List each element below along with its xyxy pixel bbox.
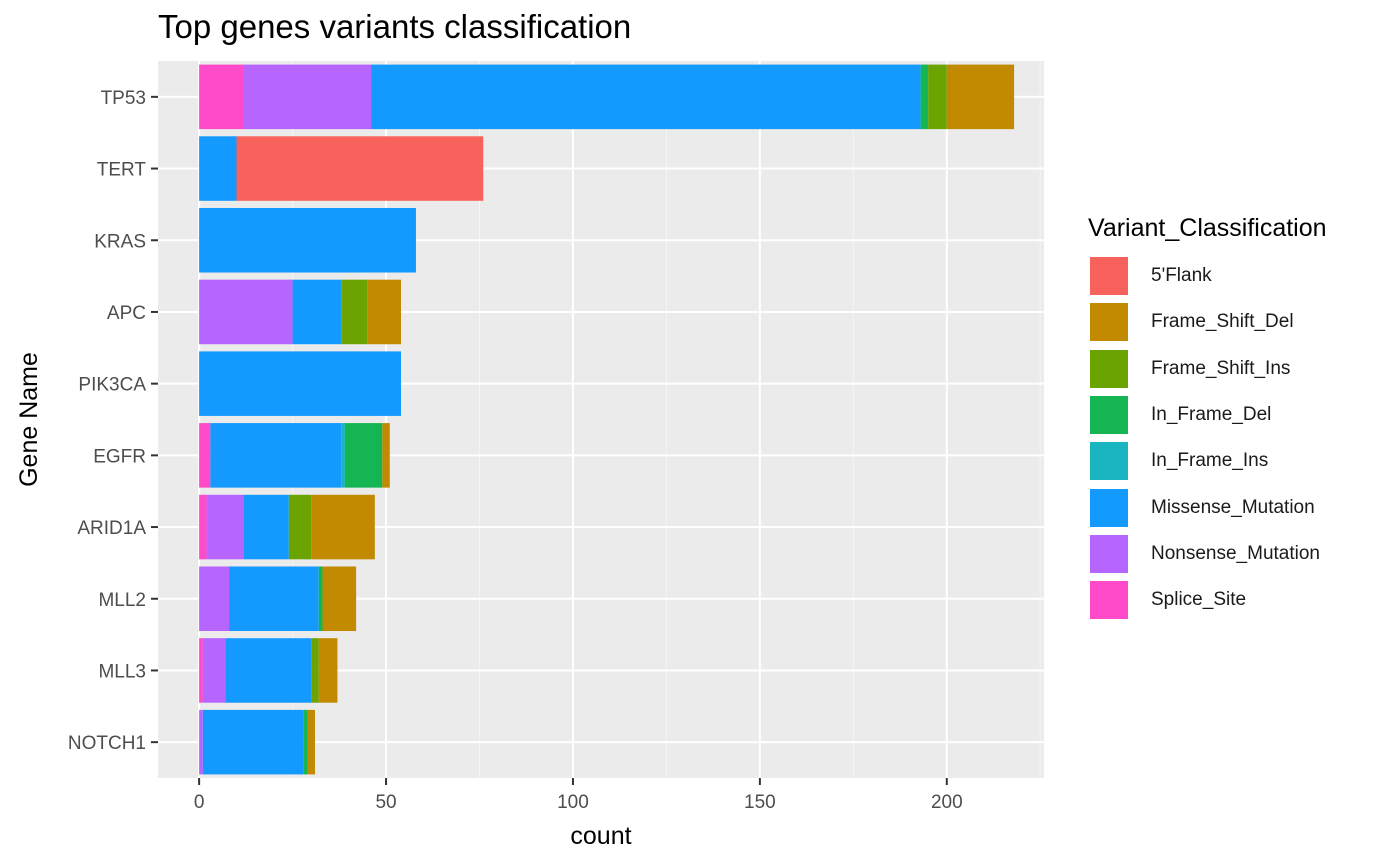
bar-layer bbox=[199, 64, 1015, 775]
legend-swatch bbox=[1090, 349, 1128, 388]
legend-swatch bbox=[1090, 488, 1128, 527]
x-tick-label: 0 bbox=[194, 792, 205, 813]
bar-mll3-nonsense-mutation bbox=[202, 638, 226, 703]
y-tick-label: PIK3CA bbox=[78, 375, 146, 396]
bar-arid1a-splice-site bbox=[199, 494, 207, 560]
legend-item: Nonsense_Mutation bbox=[1088, 531, 1327, 577]
bar-arid1a-nonsense-mutation bbox=[206, 494, 244, 560]
bar-mll3-frame-shift-del bbox=[318, 638, 338, 703]
legend-item: In_Frame_Del bbox=[1088, 392, 1327, 438]
bar-mll2-nonsense-mutation bbox=[199, 566, 230, 632]
legend-swatch bbox=[1090, 257, 1128, 296]
y-tick-label: TERT bbox=[97, 160, 147, 181]
bar-tp53-frame-shift-ins bbox=[928, 64, 947, 130]
x-tick-label: 200 bbox=[931, 792, 963, 813]
legend-swatch bbox=[1090, 396, 1128, 435]
bar-egfr-in-frame-del bbox=[344, 423, 383, 488]
legend-label: Missense_Mutation bbox=[1151, 496, 1315, 518]
x-tick-label: 50 bbox=[375, 792, 396, 813]
legend-key bbox=[1088, 486, 1130, 529]
y-tick-label: MLL3 bbox=[98, 661, 146, 682]
legend-label: 5'Flank bbox=[1151, 265, 1212, 287]
legend-key bbox=[1088, 532, 1130, 575]
bar-tp53-missense-mutation bbox=[371, 64, 921, 130]
legend-label: Frame_Shift_Ins bbox=[1151, 357, 1291, 379]
bar-tp53-splice-site bbox=[199, 64, 244, 130]
bar-egfr-missense-mutation bbox=[210, 423, 342, 488]
legend-item: 5'Flank bbox=[1088, 253, 1327, 299]
legend-key bbox=[1088, 347, 1130, 390]
bar-notch1-missense-mutation bbox=[202, 709, 304, 775]
legend-swatch bbox=[1090, 303, 1128, 342]
bar-mll2-in-frame-del bbox=[318, 566, 323, 632]
legend-label: Frame_Shift_Del bbox=[1151, 311, 1294, 333]
bar-egfr-splice-site bbox=[199, 423, 211, 488]
chart-title: Top genes variants classification bbox=[158, 8, 632, 45]
bar-apc-frame-shift-del bbox=[367, 279, 401, 345]
x-axis-title: count bbox=[570, 822, 631, 850]
bar-tp53-in-frame-del bbox=[920, 64, 929, 130]
y-tick-label: MLL2 bbox=[98, 590, 146, 611]
legend-label: Splice_Site bbox=[1151, 589, 1247, 611]
legend-swatch bbox=[1090, 534, 1128, 573]
legend-item: Splice_Site bbox=[1088, 577, 1327, 623]
bar-apc-frame-shift-ins bbox=[341, 279, 368, 345]
legend-label: Nonsense_Mutation bbox=[1151, 542, 1320, 564]
legend-key bbox=[1088, 255, 1130, 298]
legend: Variant_Classification 5'Flank Frame_Shif… bbox=[1088, 214, 1327, 623]
bar-mll3-frame-shift-ins bbox=[311, 638, 319, 703]
bar-egfr-in-frame-ins bbox=[341, 423, 345, 488]
bar-pik3ca-missense-mutation bbox=[199, 351, 401, 416]
legend-swatch bbox=[1090, 442, 1128, 481]
legend-label: In_Frame_Del bbox=[1151, 404, 1272, 426]
legend-items: 5'Flank Frame_Shift_Del Frame_Shift_Ins In_… bbox=[1088, 253, 1327, 623]
x-tick-label: 100 bbox=[557, 792, 589, 813]
legend-item: Missense_Mutation bbox=[1088, 484, 1327, 530]
y-tick-label: KRAS bbox=[94, 231, 146, 252]
bar-mll3-missense-mutation bbox=[225, 638, 312, 703]
bar-apc-nonsense-mutation bbox=[199, 279, 293, 345]
x-tick-label: 150 bbox=[744, 792, 776, 813]
legend-key bbox=[1088, 579, 1130, 622]
legend-key bbox=[1088, 301, 1130, 344]
y-tick-label: NOTCH1 bbox=[68, 733, 146, 754]
legend-label: In_Frame_Ins bbox=[1151, 450, 1269, 472]
y-tick-label: EGFR bbox=[93, 446, 146, 467]
bar-mll3-splice-site bbox=[199, 638, 203, 703]
y-axis-title: Gene Name bbox=[15, 352, 43, 487]
bar-notch1-nonsense-mutation bbox=[199, 709, 203, 775]
bar-tp53-frame-shift-del bbox=[946, 64, 1015, 130]
bar-arid1a-frame-shift-ins bbox=[288, 494, 312, 560]
bar-notch1-in-frame-del bbox=[303, 709, 308, 775]
bar-tert-missense-mutation bbox=[199, 136, 237, 201]
bar-kras-missense-mutation bbox=[199, 207, 416, 273]
legend-item: In_Frame_Ins bbox=[1088, 438, 1327, 484]
axes: TP53 TERT KRAS APC PIK3CA EGFR ARID1A MLL2 MLL3 N… bbox=[68, 88, 963, 813]
bar-apc-missense-mutation bbox=[292, 279, 342, 345]
y-tick-label: TP53 bbox=[101, 88, 146, 109]
y-tick-label: ARID1A bbox=[77, 518, 146, 539]
bar-tp53-nonsense-mutation bbox=[243, 64, 372, 130]
bar-mll2-missense-mutation bbox=[229, 566, 319, 632]
bar-tert-5-flank bbox=[236, 136, 484, 201]
legend-swatch bbox=[1090, 581, 1128, 620]
y-tick-label: APC bbox=[107, 303, 146, 324]
bar-arid1a-missense-mutation bbox=[243, 494, 289, 560]
bar-notch1-frame-shift-del bbox=[307, 709, 316, 775]
bar-egfr-frame-shift-del bbox=[382, 423, 390, 488]
legend-key bbox=[1088, 440, 1130, 483]
bar-mll2-frame-shift-del bbox=[322, 566, 357, 632]
legend-key bbox=[1088, 394, 1130, 437]
legend-item: Frame_Shift_Del bbox=[1088, 299, 1327, 345]
legend-item: Frame_Shift_Ins bbox=[1088, 346, 1327, 392]
legend-title: Variant_Classification bbox=[1088, 214, 1327, 242]
bar-arid1a-frame-shift-del bbox=[311, 494, 375, 560]
